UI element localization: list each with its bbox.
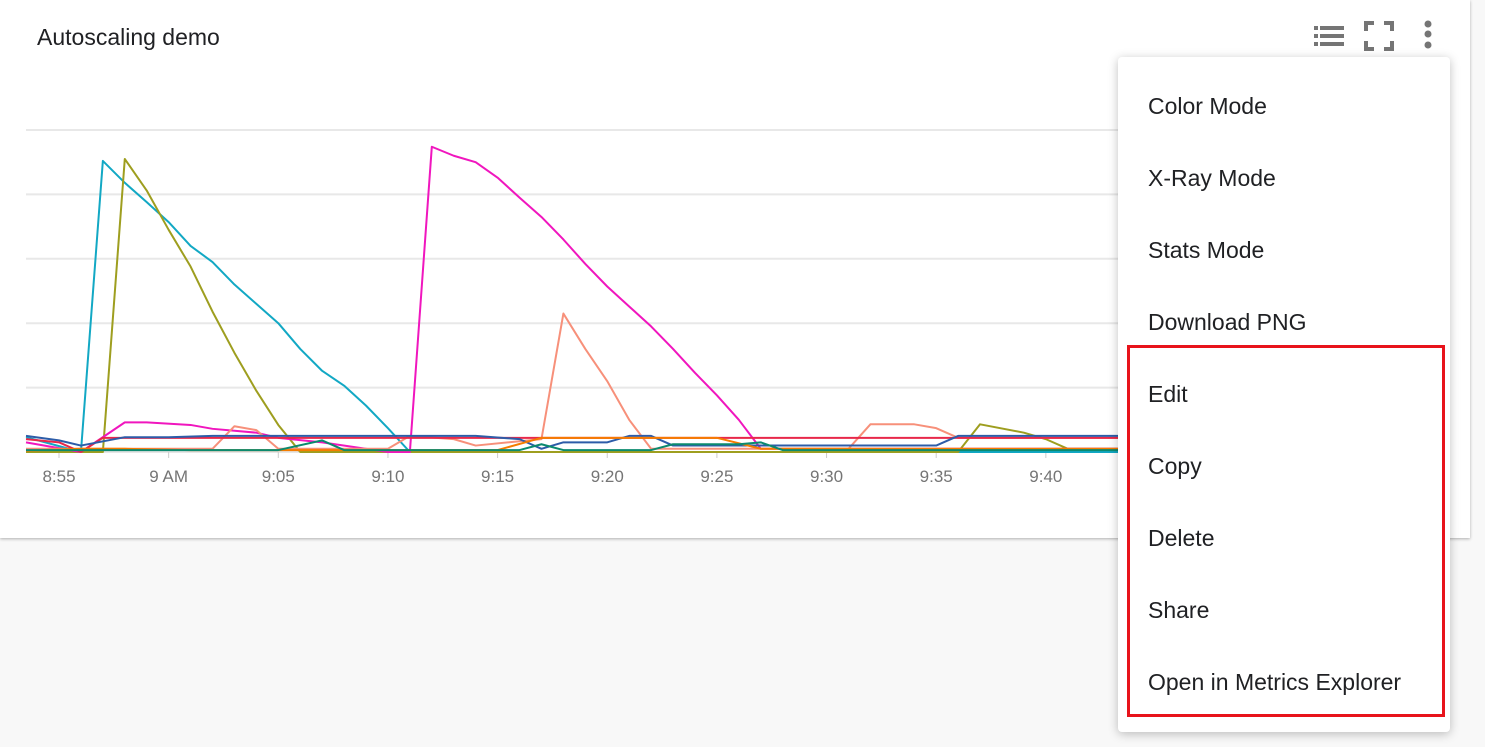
- x-tick-label: 9:05: [262, 467, 295, 486]
- menu-item-x-ray-mode[interactable]: X-Ray Mode: [1148, 165, 1276, 191]
- menu-item-copy[interactable]: Copy: [1148, 453, 1202, 479]
- x-tick-label: 9:20: [591, 467, 624, 486]
- card-title: Autoscaling demo: [37, 24, 220, 50]
- series-line-6: [25, 434, 1118, 450]
- x-tick-label: 8:55: [42, 467, 75, 486]
- series-line-1: [25, 159, 1118, 453]
- x-tick-label: 9:15: [481, 467, 514, 486]
- menu-item-download-png[interactable]: Download PNG: [1148, 309, 1307, 335]
- x-tick-label: 9:25: [700, 467, 733, 486]
- legend-list-icon[interactable]: [1311, 18, 1347, 54]
- series-line-2: [26, 157, 1118, 453]
- menu-item-delete[interactable]: Delete: [1148, 525, 1215, 551]
- x-tick-label: 9:40: [1029, 467, 1062, 486]
- menu-item-edit[interactable]: Edit: [1148, 381, 1188, 407]
- menu-item-share[interactable]: Share: [1148, 597, 1210, 623]
- more-vert-icon[interactable]: [1410, 18, 1446, 54]
- menu-item-open-in-metrics-explorer[interactable]: Open in Metrics Explorer: [1148, 669, 1402, 695]
- series-line-4: [26, 312, 1118, 450]
- x-tick-label: 9:30: [810, 467, 843, 486]
- series-line-3: [25, 145, 1118, 453]
- line-chart: 8:55 9 AM 9:05 9:10 9:15 9:20 9:25 9:30 9:35 9:40: [25, 129, 1118, 486]
- highlight-box: [1127, 345, 1445, 717]
- fullscreen-icon[interactable]: [1361, 18, 1397, 54]
- overflow-menu: Color Mode X-Ray Mode Stats Mode Download P…: [1118, 57, 1450, 732]
- x-tick-label: 9:10: [371, 467, 404, 486]
- x-tick-label: 9 AM: [149, 467, 188, 486]
- menu-item-color-mode[interactable]: Color Mode: [1148, 93, 1267, 119]
- x-tick-label: 9:35: [920, 467, 953, 486]
- menu-item-stats-mode[interactable]: Stats Mode: [1148, 237, 1265, 263]
- series-line-8: [26, 439, 1118, 452]
- series-line-5: [25, 436, 1118, 453]
